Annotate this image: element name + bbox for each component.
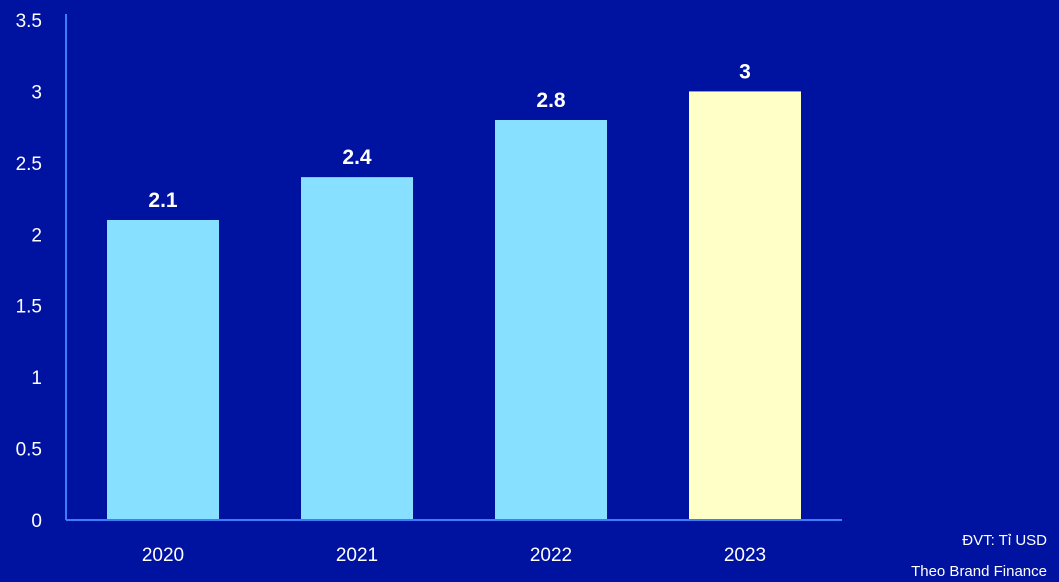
x-axis: 2020 2021 2022 2023	[66, 519, 842, 566]
bar-2023	[689, 91, 801, 520]
bar-2020	[107, 220, 219, 520]
bar-2022	[495, 120, 607, 520]
bar-2021	[301, 177, 413, 520]
y-axis: 0 0.5 1 1.5 2 2.5 3 3.5	[16, 11, 67, 532]
y-tick-label: 0	[31, 511, 42, 532]
y-tick-label: 0.5	[16, 440, 42, 461]
y-tick-label: 3	[31, 82, 42, 103]
bar-value-label: 2.4	[342, 146, 372, 169]
bar-value-label: 2.1	[148, 189, 178, 212]
x-tick-label: 2023	[724, 545, 766, 566]
y-tick-label: 1	[31, 368, 42, 389]
unit-note: ĐVT: Tỉ USD	[962, 532, 1047, 549]
y-tick-label: 3.5	[16, 11, 42, 32]
x-tick-label: 2020	[142, 545, 184, 566]
y-tick-label: 2	[31, 225, 42, 246]
y-tick-label: 1.5	[16, 297, 42, 318]
bar-value-label: 2.8	[536, 89, 566, 112]
x-tick-label: 2021	[336, 545, 378, 566]
bars: 2.1 2.4 2.8 3	[107, 60, 801, 520]
x-tick-label: 2022	[530, 545, 572, 566]
bar-value-label: 3	[739, 60, 751, 83]
source-note: Theo Brand Finance	[911, 563, 1047, 580]
y-tick-label: 2.5	[16, 154, 42, 175]
